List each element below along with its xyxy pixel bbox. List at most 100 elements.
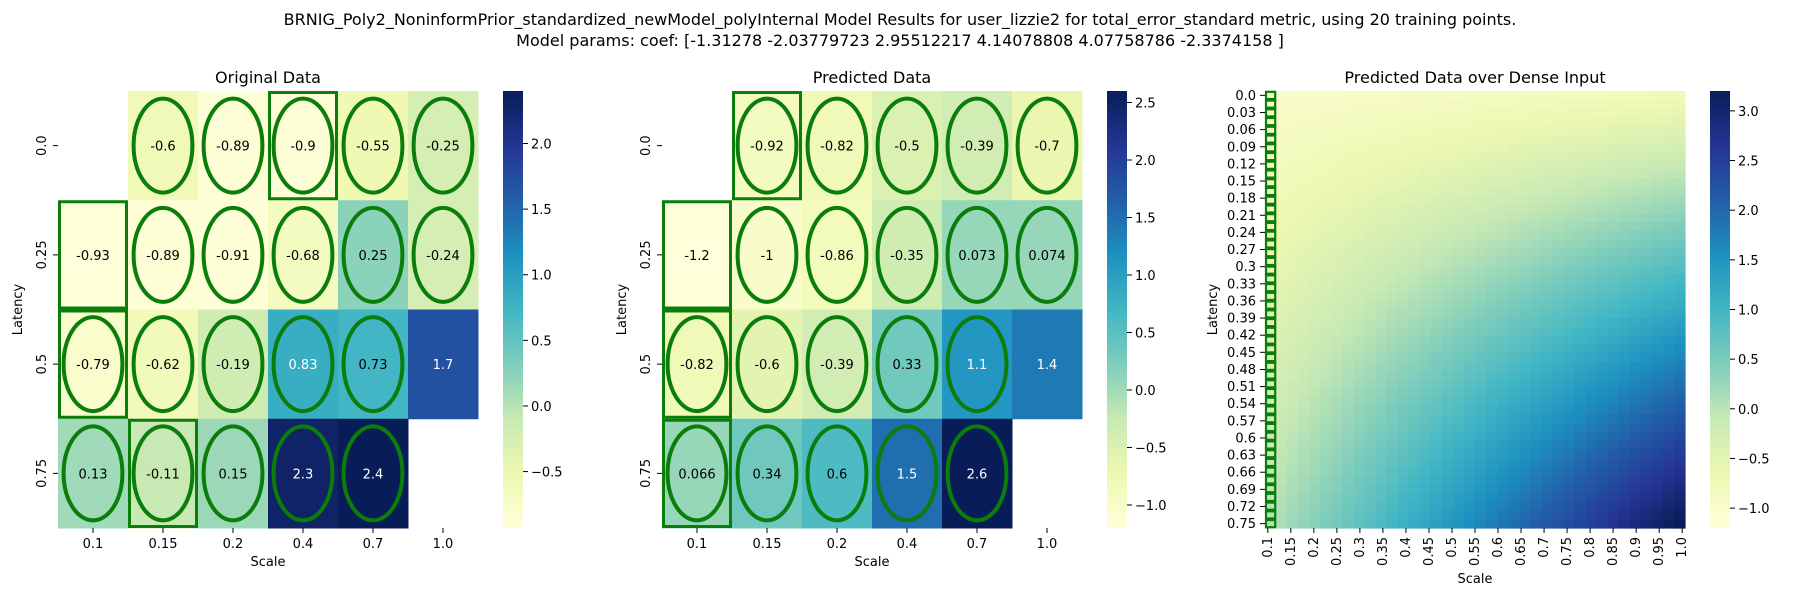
training-point-ellipse bbox=[945, 424, 1009, 523]
dense-cell bbox=[1342, 125, 1355, 136]
dense-cell bbox=[1607, 414, 1620, 424]
dense-cell bbox=[1353, 396, 1366, 407]
heatmap-cell bbox=[338, 91, 409, 201]
dense-cell bbox=[1375, 449, 1388, 459]
dense-cell bbox=[1419, 91, 1432, 101]
dense-cell bbox=[1452, 134, 1465, 145]
dense-cell bbox=[1320, 344, 1332, 354]
dense-cell bbox=[1364, 475, 1377, 485]
dense-cell bbox=[1541, 379, 1553, 389]
dense-cell bbox=[1419, 396, 1432, 407]
dense-cell bbox=[1320, 318, 1332, 328]
dense-cell bbox=[1276, 344, 1288, 354]
dense-cell bbox=[1563, 222, 1576, 232]
dense-highlight-box bbox=[1264, 265, 1277, 275]
dense-cell bbox=[1397, 265, 1410, 276]
y-tick-label: 0.25 bbox=[639, 240, 654, 269]
dense-cell bbox=[1475, 195, 1487, 206]
highlight-box bbox=[732, 91, 802, 201]
dense-cell bbox=[1265, 99, 1277, 110]
dense-cell bbox=[1563, 379, 1576, 389]
x-tick-label: 0.1 bbox=[687, 537, 708, 552]
dense-cell bbox=[1331, 361, 1343, 372]
dense-cell bbox=[1331, 230, 1343, 241]
cell-value-label: -0.19 bbox=[216, 358, 250, 373]
dense-cell bbox=[1662, 510, 1675, 520]
dense-cell bbox=[1287, 283, 1299, 293]
dense-cell bbox=[1309, 230, 1321, 241]
dense-cell bbox=[1287, 265, 1299, 276]
dense-cell bbox=[1508, 493, 1520, 503]
dense-cell bbox=[1563, 292, 1576, 302]
dense-cell bbox=[1386, 326, 1399, 337]
dense-cell bbox=[1563, 195, 1576, 206]
dense-cell bbox=[1463, 239, 1476, 249]
dense-cell bbox=[1563, 414, 1576, 424]
dense-cell bbox=[1497, 152, 1509, 162]
dense-cell bbox=[1508, 292, 1520, 302]
dense-cell bbox=[1651, 309, 1664, 319]
dense-cell bbox=[1585, 396, 1598, 407]
dense-cell bbox=[1342, 204, 1355, 214]
dense-cell bbox=[1475, 248, 1487, 258]
dense-cell bbox=[1607, 265, 1620, 276]
dense-cell bbox=[1618, 475, 1631, 485]
dense-cell bbox=[1585, 178, 1598, 188]
dense-cell bbox=[1441, 300, 1454, 311]
dense-cell bbox=[1320, 475, 1332, 485]
colorbar-tick-label: 1.0 bbox=[531, 269, 552, 284]
dense-cell bbox=[1640, 222, 1653, 232]
dense-cell bbox=[1265, 344, 1277, 354]
dense-cell bbox=[1309, 466, 1321, 477]
dense-cell bbox=[1508, 370, 1520, 381]
dense-cell bbox=[1607, 143, 1620, 153]
dense-cell bbox=[1353, 222, 1366, 232]
dense-cell bbox=[1320, 160, 1332, 171]
x-tick-label: 0.4 bbox=[1399, 537, 1414, 558]
dense-cell bbox=[1596, 466, 1609, 477]
dense-cell bbox=[1486, 458, 1498, 468]
dense-cell bbox=[1629, 222, 1642, 232]
dense-cell bbox=[1651, 178, 1664, 188]
dense-cell bbox=[1530, 405, 1542, 415]
dense-cell bbox=[1386, 125, 1399, 136]
dense-cell bbox=[1463, 458, 1476, 468]
dense-cell bbox=[1508, 379, 1520, 389]
dense-cell bbox=[1497, 257, 1509, 267]
dense-cell bbox=[1408, 143, 1421, 153]
dense-cell bbox=[1585, 361, 1598, 372]
cell-value-label: -0.39 bbox=[820, 358, 854, 373]
dense-cell bbox=[1519, 309, 1531, 319]
dense-cell bbox=[1475, 318, 1487, 328]
dense-cell bbox=[1541, 318, 1553, 328]
dense-cell bbox=[1541, 265, 1553, 276]
dense-cell bbox=[1265, 484, 1277, 494]
dense-cell bbox=[1353, 405, 1366, 415]
dense-cell bbox=[1563, 143, 1576, 153]
dense-cell bbox=[1397, 99, 1410, 110]
dense-cell bbox=[1530, 414, 1542, 424]
dense-cell bbox=[1475, 335, 1487, 346]
dense-cell bbox=[1386, 501, 1399, 512]
dense-cell bbox=[1497, 388, 1509, 398]
dense-cell bbox=[1386, 152, 1399, 162]
dense-cell bbox=[1265, 300, 1277, 311]
dense-cell bbox=[1508, 484, 1520, 494]
dense-cell bbox=[1397, 117, 1410, 127]
dense-cell bbox=[1441, 405, 1454, 415]
dense-cell bbox=[1475, 309, 1487, 319]
dense-cell bbox=[1397, 91, 1410, 101]
dense-cell bbox=[1397, 213, 1410, 223]
dense-cell bbox=[1441, 318, 1454, 328]
dense-cell bbox=[1375, 195, 1388, 206]
dense-cell bbox=[1397, 187, 1410, 197]
dense-cell bbox=[1430, 475, 1443, 485]
dense-heatmap-cells bbox=[1265, 91, 1686, 529]
dense-cell bbox=[1662, 195, 1675, 206]
training-point-ellipse bbox=[271, 205, 335, 304]
dense-cell bbox=[1276, 204, 1288, 214]
dense-cell bbox=[1486, 108, 1498, 118]
dense-cell bbox=[1640, 152, 1653, 162]
dense-cell bbox=[1673, 458, 1686, 468]
dense-cell bbox=[1585, 257, 1598, 267]
